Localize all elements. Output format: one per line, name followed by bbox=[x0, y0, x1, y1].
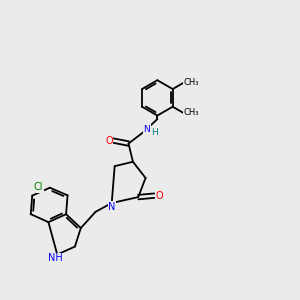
Text: N: N bbox=[143, 125, 150, 134]
Text: O: O bbox=[105, 136, 113, 146]
Text: NH: NH bbox=[48, 253, 63, 263]
Text: CH₃: CH₃ bbox=[184, 78, 199, 87]
Text: CH₃: CH₃ bbox=[184, 108, 199, 117]
Text: O: O bbox=[155, 190, 163, 201]
Text: N: N bbox=[108, 202, 116, 212]
Text: Cl: Cl bbox=[34, 182, 43, 192]
Text: H: H bbox=[151, 128, 158, 137]
